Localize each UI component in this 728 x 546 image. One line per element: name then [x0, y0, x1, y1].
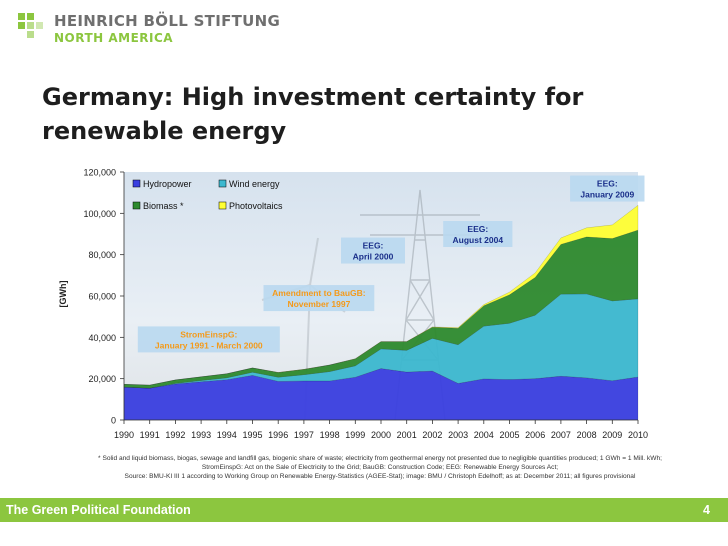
annotation-box-eeg2000	[341, 237, 405, 264]
x-tick-label: 2002	[422, 430, 442, 440]
legend-label-biomass: Biomass *	[143, 201, 184, 211]
y-tick-label: 40,000	[88, 333, 116, 343]
y-tick-label: 100,000	[83, 209, 116, 219]
slide-title-line-1: Germany: High investment certainty for	[42, 83, 584, 111]
logo-squares-icon	[18, 13, 48, 41]
footnote-line-3: Source: BMU-KI III 1 according to Workin…	[124, 473, 636, 480]
area-photovoltaics	[123, 204, 639, 386]
y-tick-label: 60,000	[88, 292, 116, 302]
x-tick-label: 2003	[448, 430, 468, 440]
slide-title-line-2: renewable energy	[42, 117, 287, 145]
x-tick-label: 1999	[345, 430, 365, 440]
legend-label-photovoltaics: Photovoltaics	[229, 201, 283, 211]
x-tick-label: 1995	[242, 430, 262, 440]
annotation-date-baugb: November 1997	[287, 299, 350, 309]
y-axis-label: [GWh]	[58, 281, 68, 308]
x-tick-label: 2007	[551, 430, 571, 440]
y-tick-label: 120,000	[83, 168, 116, 178]
x-tick-label: 1996	[268, 430, 288, 440]
footnote-line-2: StromEinspG: Act on the Sale of Electric…	[201, 464, 559, 471]
annotation-title-baugb: Amendment to BauGB:	[272, 288, 366, 298]
legend-swatch-biomass	[132, 201, 141, 210]
legend-label-wind-energy: Wind energy	[229, 179, 280, 189]
x-tick-label: 1998	[320, 430, 340, 440]
annotation-date-eeg2000: April 2000	[353, 252, 394, 262]
footer-foundation-name: The Green Political Foundation	[6, 503, 191, 517]
annotation-title-eeg2004: EEG:	[467, 224, 488, 234]
footnote-line-1: * Solid and liquid biomass, biogas, sewa…	[98, 455, 662, 462]
annotation-title-eeg2009: EEG:	[597, 179, 618, 189]
area-series-group	[123, 204, 639, 421]
annotation-box-eeg2009	[570, 175, 645, 202]
x-tick-label: 1992	[165, 430, 185, 440]
chart-axes: 0 20,000 40,000 60,000 80,000 100,000 120,000 1…	[58, 168, 648, 441]
x-tick-label: 2008	[577, 430, 597, 440]
page-number: 4	[703, 503, 710, 517]
x-tick-label: 2005	[499, 430, 519, 440]
y-tick-label: 0	[111, 416, 116, 426]
x-tick-label: 1991	[140, 430, 160, 440]
x-tick-label: 2009	[602, 430, 622, 440]
x-tick-label: 2001	[397, 430, 417, 440]
annotation-date-eeg2004: August 2004	[453, 235, 504, 245]
annotation-box-stromeinspg	[137, 326, 280, 353]
chart-legend: Hydropower Wind energy Biomass * Photovolta…	[132, 179, 283, 211]
annotation-title-stromeinspg: StromEinspG:	[180, 329, 237, 339]
x-tick-label: 1994	[217, 430, 237, 440]
x-tick-label: 2004	[474, 430, 494, 440]
annotation-date-stromeinspg: January 1991 - March 2000	[155, 340, 263, 350]
annotation-box-eeg2004	[443, 221, 513, 247]
x-tick-label: 2010	[628, 430, 648, 440]
legend-swatch-hydropower	[132, 179, 141, 188]
area-biomass	[123, 229, 639, 389]
legend-swatch-wind-energy	[218, 179, 227, 188]
x-tick-label: 2006	[525, 430, 545, 440]
y-tick-label: 20,000	[88, 374, 116, 384]
x-tick-label: 1993	[191, 430, 211, 440]
x-tick-label: 1990	[114, 430, 134, 440]
x-tick-label: 2000	[371, 430, 391, 440]
legend-swatch-photovoltaics	[218, 201, 227, 210]
org-subtitle: NORTH AMERICA	[54, 31, 174, 45]
annotation-title-eeg2000: EEG:	[363, 241, 384, 251]
chart-footnotes: * Solid and liquid biomass, biogas, sewa…	[60, 454, 700, 481]
footer-bar: The Green Political Foundation 4	[0, 498, 728, 522]
slide-title: Germany: High investment certainty for r…	[42, 80, 642, 148]
annotation-box-baugb	[263, 285, 375, 312]
x-tick-label: 1997	[294, 430, 314, 440]
legend-label-hydropower: Hydropower	[143, 179, 192, 189]
y-tick-label: 80,000	[88, 250, 116, 260]
annotation-date-eeg2009: January 2009	[580, 190, 634, 200]
org-name: HEINRICH BÖLL STIFTUNG	[54, 12, 281, 30]
chart-annotations: StromEinspG:January 1991 - March 2000 Ame…	[137, 175, 645, 353]
